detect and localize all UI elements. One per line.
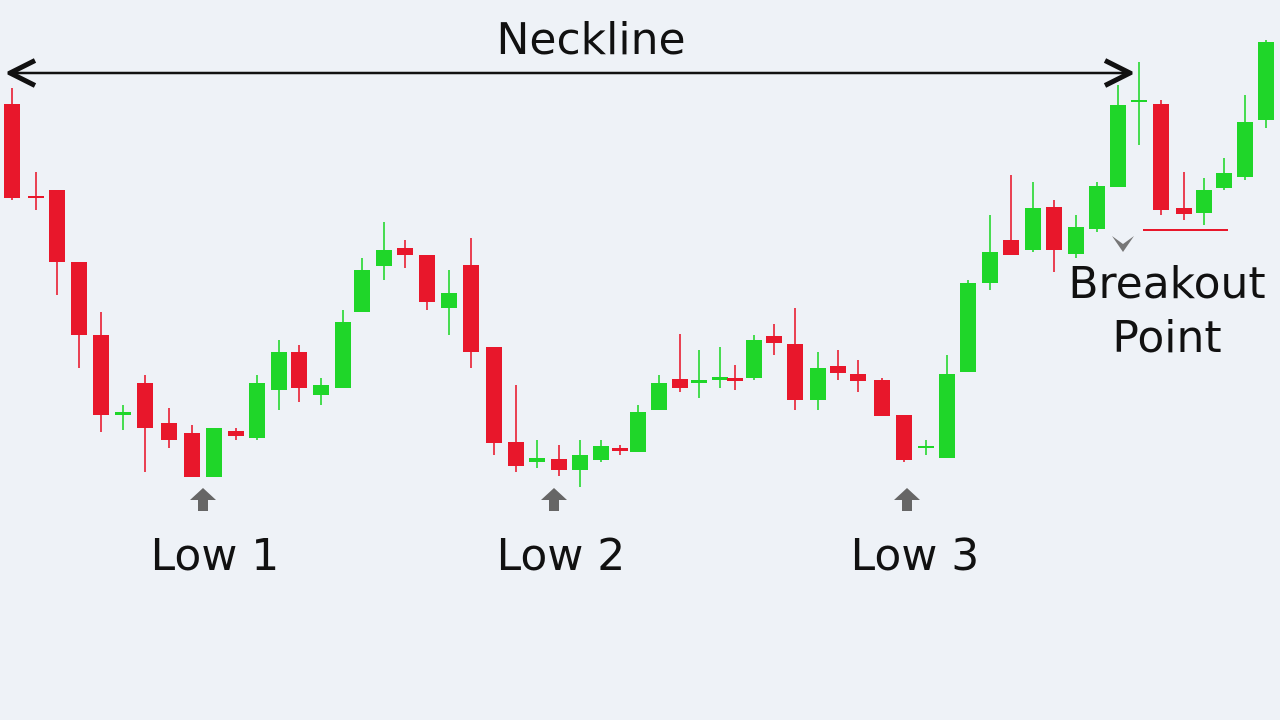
candle-body	[746, 340, 762, 378]
candle-body	[918, 446, 934, 448]
candle-body	[397, 248, 413, 255]
candle-body	[1131, 100, 1147, 102]
low-arrow	[541, 488, 567, 511]
candle-body	[727, 378, 743, 381]
candle-body	[161, 423, 177, 440]
candle-body	[1176, 208, 1192, 214]
candle-body	[712, 377, 728, 380]
low-label: Low 1	[151, 530, 280, 581]
candle-body	[1196, 190, 1212, 213]
candle-body	[4, 104, 20, 198]
low-arrow	[190, 488, 216, 511]
candle-body	[419, 255, 435, 302]
candle-body	[1153, 104, 1169, 210]
candle-body	[184, 433, 200, 477]
low-arrow	[894, 488, 920, 511]
candle-body	[766, 336, 782, 343]
candle-body	[1025, 208, 1041, 250]
candle-body	[1110, 105, 1126, 187]
candle-body	[691, 380, 707, 383]
candle-body	[874, 380, 890, 416]
candles	[4, 40, 1274, 487]
candle-body	[982, 252, 998, 283]
candle-body	[313, 385, 329, 395]
candle-body	[593, 446, 609, 460]
candle-body	[651, 383, 667, 410]
candle-body	[137, 383, 153, 428]
candle-body	[28, 196, 44, 198]
candle-body	[672, 379, 688, 388]
breakout-label: Point	[1112, 312, 1221, 363]
candle-body	[115, 412, 131, 415]
candle-body	[612, 448, 628, 451]
candle-body	[49, 190, 65, 262]
candle-body	[486, 347, 502, 443]
candle-body	[960, 283, 976, 372]
candle-body	[787, 344, 803, 400]
candle-body	[939, 374, 955, 458]
candle-body	[551, 459, 567, 470]
candle-body	[441, 293, 457, 308]
candle-body	[71, 262, 87, 335]
candle-body	[1046, 207, 1062, 250]
candle-body	[271, 352, 287, 390]
candle-body	[810, 368, 826, 400]
candle-body	[508, 442, 524, 466]
candle-body	[830, 366, 846, 373]
candle-body	[1237, 122, 1253, 177]
candle-body	[335, 322, 351, 388]
candle-body	[1089, 186, 1105, 229]
candle-body	[1258, 42, 1274, 120]
candle-body	[896, 415, 912, 460]
candle-body	[572, 455, 588, 470]
candle-body	[376, 250, 392, 266]
candle-body	[1216, 173, 1232, 188]
candle-body	[93, 335, 109, 415]
candle-body	[206, 428, 222, 477]
candle-body	[630, 412, 646, 452]
candle-body	[463, 265, 479, 352]
breakout-label: Breakout	[1068, 258, 1265, 309]
candle-body	[1003, 240, 1019, 255]
low-label: Low 2	[497, 530, 626, 581]
neckline-label: Neckline	[496, 14, 685, 65]
low-label: Low 3	[851, 530, 980, 581]
candle-body	[291, 352, 307, 388]
candle-body	[850, 374, 866, 381]
candle-body	[228, 431, 244, 436]
candle-body	[354, 270, 370, 312]
candle-body	[249, 383, 265, 438]
candle-body	[1068, 227, 1084, 254]
candle-body	[529, 458, 545, 462]
breakout-arrow	[1112, 236, 1134, 252]
